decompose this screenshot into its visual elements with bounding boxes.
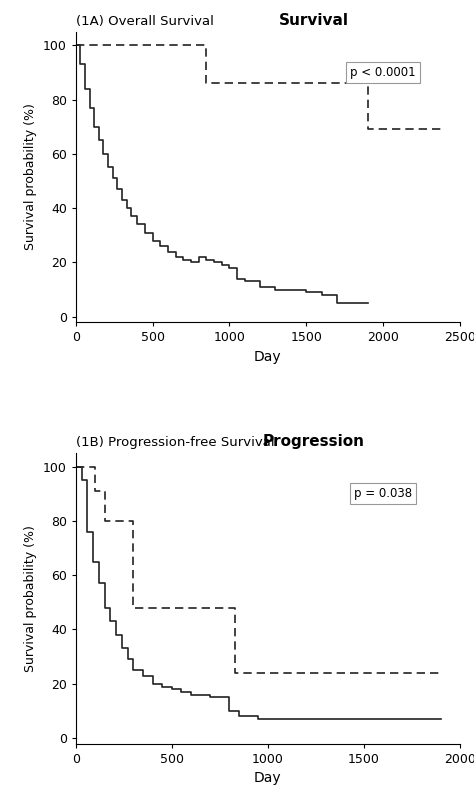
X-axis label: Day: Day <box>254 350 282 364</box>
Text: p < 0.0001: p < 0.0001 <box>350 66 416 79</box>
Text: Survival: Survival <box>279 13 349 28</box>
Text: (1A) Overall Survival: (1A) Overall Survival <box>76 15 214 28</box>
Text: p = 0.038: p = 0.038 <box>354 487 412 500</box>
Text: (1B) Progression-free Survival: (1B) Progression-free Survival <box>76 436 274 449</box>
X-axis label: Day: Day <box>254 771 282 785</box>
Text: Progression: Progression <box>263 434 365 449</box>
Y-axis label: Survival probability (%): Survival probability (%) <box>24 104 37 251</box>
Y-axis label: Survival probability (%): Survival probability (%) <box>24 524 37 672</box>
